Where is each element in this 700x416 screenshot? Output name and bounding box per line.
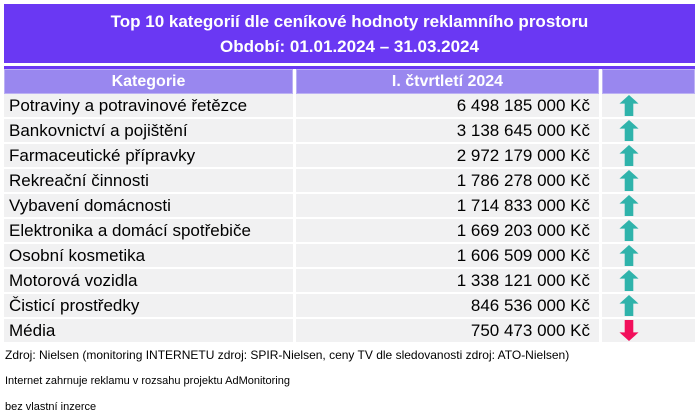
table-row: Bankovnictví a pojištění 3 138 645 000 K… xyxy=(4,119,695,142)
up-arrow-icon xyxy=(619,220,639,241)
column-header-period: I. čtvrtletí 2024 xyxy=(296,69,599,94)
table-row: Vybavení domácnosti 1 714 833 000 Kč xyxy=(4,194,695,217)
top10-table: Kategorie I. čtvrtletí 2024 Potraviny a … xyxy=(4,66,695,342)
value-cell: 1 606 509 000 Kč xyxy=(296,244,599,267)
value-cell: 2 972 179 000 Kč xyxy=(296,144,599,167)
source-note: Zdroj: Nielsen (monitoring INTERNETU zdr… xyxy=(5,348,570,362)
category-cell: Bankovnictví a pojištění xyxy=(4,119,293,142)
self-promo-note: bez vlastní inzerce xyxy=(5,401,97,413)
category-cell: Osobní kosmetika xyxy=(4,244,293,267)
table-row: Motorová vozidla 1 338 121 000 Kč xyxy=(4,269,695,292)
value-cell: 3 138 645 000 Kč xyxy=(296,119,599,142)
table-row: Čisticí prostředky 846 536 000 Kč xyxy=(4,294,695,317)
table-header-row: Kategorie I. čtvrtletí 2024 xyxy=(4,66,695,94)
value-cell: 846 536 000 Kč xyxy=(296,294,599,317)
trend-cell xyxy=(602,319,695,342)
table-row: Osobní kosmetika 1 606 509 000 Kč xyxy=(4,244,695,267)
category-cell: Motorová vozidla xyxy=(4,269,293,292)
internet-note: Internet zahrnuje reklamu v rozsahu proj… xyxy=(5,375,290,387)
trend-cell xyxy=(602,119,695,142)
table-row: Média 750 473 000 Kč xyxy=(4,319,695,342)
column-header-trend xyxy=(602,69,695,94)
value-cell: 750 473 000 Kč xyxy=(296,319,599,342)
down-arrow-icon xyxy=(619,320,639,341)
footnotes: Zdroj: Nielsen (monitoring INTERNETU zdr… xyxy=(4,344,700,413)
category-cell: Média xyxy=(4,319,293,342)
up-arrow-icon xyxy=(619,245,639,266)
value-cell: 1 669 203 000 Kč xyxy=(296,219,599,242)
table-row: Elektronika a domácí spotřebiče 1 669 20… xyxy=(4,219,695,242)
table-row: Potraviny a potravinové řetězce 6 498 18… xyxy=(4,94,695,117)
value-cell: 1 714 833 000 Kč xyxy=(296,194,599,217)
report-title: Top 10 kategorií dle ceníkové hodnoty re… xyxy=(110,11,589,31)
report-title-banner: Top 10 kategorií dle ceníkové hodnoty re… xyxy=(4,4,695,63)
category-cell: Elektronika a domácí spotřebiče xyxy=(4,219,293,242)
category-cell: Vybavení domácnosti xyxy=(4,194,293,217)
value-cell: 6 498 185 000 Kč xyxy=(296,94,599,117)
trend-cell xyxy=(602,169,695,192)
up-arrow-icon xyxy=(619,145,639,166)
table-row: Farmaceutické přípravky 2 972 179 000 Kč xyxy=(4,144,695,167)
value-cell: 1 338 121 000 Kč xyxy=(296,269,599,292)
up-arrow-icon xyxy=(619,170,639,191)
up-arrow-icon xyxy=(619,95,639,116)
trend-cell xyxy=(602,194,695,217)
category-cell: Čisticí prostředky xyxy=(4,294,293,317)
value-cell: 1 786 278 000 Kč xyxy=(296,169,599,192)
trend-cell xyxy=(602,94,695,117)
report-period: Období: 01.01.2024 – 31.03.2024 xyxy=(220,36,479,56)
trend-cell xyxy=(602,269,695,292)
up-arrow-icon xyxy=(619,270,639,291)
up-arrow-icon xyxy=(619,295,639,316)
trend-cell xyxy=(602,294,695,317)
trend-cell xyxy=(602,244,695,267)
up-arrow-icon xyxy=(619,195,639,216)
up-arrow-icon xyxy=(619,120,639,141)
trend-cell xyxy=(602,144,695,167)
column-header-category: Kategorie xyxy=(4,69,293,94)
category-cell: Rekreační činnosti xyxy=(4,169,293,192)
table-row: Rekreační činnosti 1 786 278 000 Kč xyxy=(4,169,695,192)
category-cell: Farmaceutické přípravky xyxy=(4,144,293,167)
category-cell: Potraviny a potravinové řetězce xyxy=(4,94,293,117)
trend-cell xyxy=(602,219,695,242)
